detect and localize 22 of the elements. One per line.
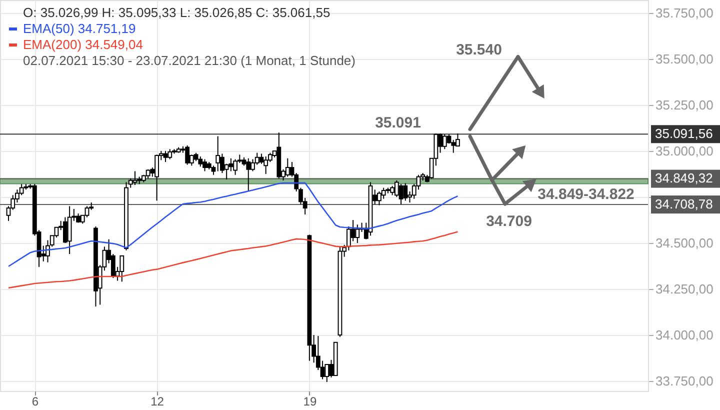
ref-line-label: 34.708,78 <box>655 196 713 212</box>
legend-label: EMA(200) 34.549,04 <box>23 37 143 52</box>
text: 02.07.2021 15:30 - 23.07.2021 21:30 (1 Monat, 1 Stunde) <box>23 53 356 68</box>
chart-title: O: 35.026,99 H: 35.095,33 L: 35.026,85 C: 35.061,55 <box>23 5 330 20</box>
annotation: 35.091 <box>375 114 421 132</box>
ref-line-label: 35.091,56 <box>655 126 713 142</box>
x-tick-label: 6 <box>32 394 39 408</box>
y-tick-label: 34.000,00 <box>656 328 714 343</box>
text: 34.849-34.822 <box>538 186 634 204</box>
annotation: 35.540 <box>456 42 502 59</box>
y-tick-label: 34.250,00 <box>656 282 714 297</box>
y-tick-label: 34.500,00 <box>656 235 714 250</box>
text: 34.709 <box>486 212 532 230</box>
y-tick-label: 35.500,00 <box>656 51 714 66</box>
y-tick-label: 35.000,00 <box>656 143 714 158</box>
x-tick-label: 12 <box>150 394 164 408</box>
y-tick-label: 33.750,00 <box>656 374 714 389</box>
ref-line-label: 34.849,32 <box>655 170 713 186</box>
x-tick-label: 19 <box>303 394 317 408</box>
legend-label: EMA(50) 34.751,19 <box>23 21 136 36</box>
y-tick-label: 35.250,00 <box>656 97 714 112</box>
y-tick-label: 35.750,00 <box>656 5 714 20</box>
